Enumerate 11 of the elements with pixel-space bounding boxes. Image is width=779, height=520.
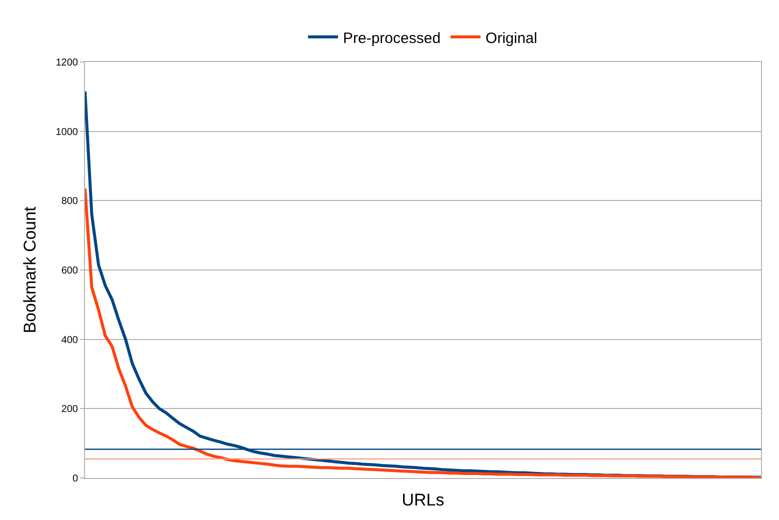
y-axis-title: Bookmark Count (20, 206, 40, 334)
y-tick-label: 1000 (56, 126, 78, 138)
y-tick-label: 800 (61, 196, 78, 208)
legend-label: Original (486, 30, 538, 47)
y-tick-label: 400 (61, 334, 78, 346)
y-tick-label: 0 (72, 474, 78, 484)
y-tick-label: 200 (61, 404, 78, 416)
y-tick-label: 600 (61, 266, 78, 276)
x-axis-title: URLs (402, 490, 444, 510)
legend-label: Pre-processed (343, 30, 441, 47)
y-tick-label: 1200 (56, 58, 78, 68)
